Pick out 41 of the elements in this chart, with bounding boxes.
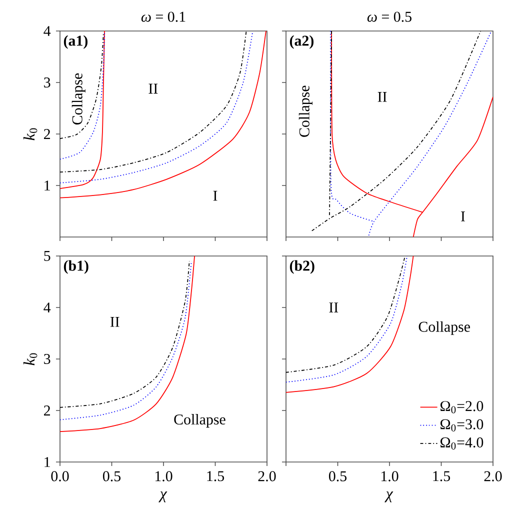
legend-label: Ω$_{0}$=4.0 [440,437,484,450]
legend-label: Ω$_{0}$=3.0 [440,419,484,432]
annotation: Collapse [298,86,312,137]
chart-title: ω = 0.5 [367,12,412,22]
y-tick-label: 1 [44,457,50,467]
y-tick-label: 5 [44,251,50,261]
annotation: (a1) [64,35,88,49]
x-tick-label: 0.5 [102,471,121,482]
annotation: II [148,84,158,94]
annotation: (b2) [290,260,314,274]
y-axis-title: k$_{0}$ [23,353,38,366]
annotation: II [110,317,120,327]
annotation: (b1) [64,260,88,274]
annotation: Collapse [418,321,470,335]
x-tick-label: 1.0 [155,471,172,482]
y-tick-label: 3 [44,77,50,88]
annotation: I [213,190,218,201]
annotation: I [461,212,465,222]
x-tick-label: 2.0 [484,471,502,482]
x-tick-label: 1.0 [381,471,398,482]
y-axis-title: k$_{0}$ [23,128,38,140]
y-tick-label: 4 [44,302,51,312]
annotation: Collapse [174,414,226,428]
legend-label: Ω$_{0}$=2.0 [440,401,484,414]
annotation: Collapse [72,73,86,125]
x-tick-label: 0.5 [328,471,347,482]
annotation: (a2) [290,35,314,49]
x-axis-title: χ [384,491,394,502]
annotation: II [329,302,338,312]
x-tick-label: 1.5 [433,471,450,482]
y-tick-label: 4 [44,26,51,36]
y-tick-label: 2 [44,406,50,416]
x-tick-label: 0.0 [51,471,69,482]
x-tick-label: 2.0 [258,471,276,482]
x-tick-label: 1.5 [207,471,224,482]
chart-title: ω = 0.1 [141,12,186,22]
y-tick-label: 1 [44,180,50,190]
y-tick-label: 3 [44,354,50,364]
x-axis-title: χ [158,491,168,502]
annotation: II [378,92,387,102]
y-tick-label: 2 [44,129,50,139]
